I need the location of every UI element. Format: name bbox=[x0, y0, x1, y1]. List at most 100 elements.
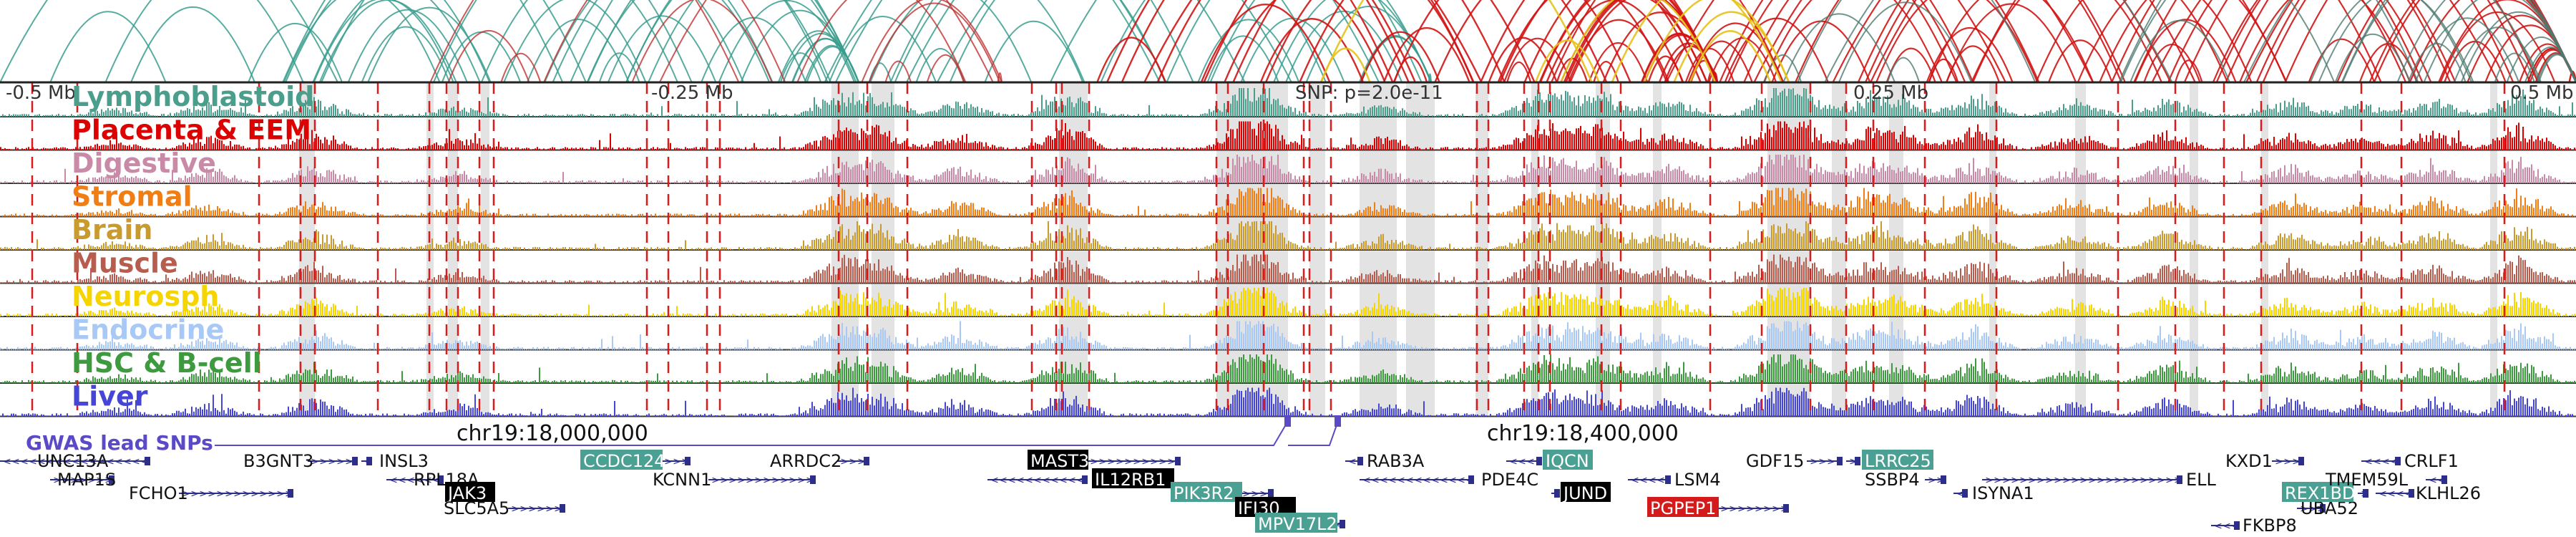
strand-arrow: > bbox=[1994, 475, 2002, 486]
strand-arrow: > bbox=[87, 475, 96, 486]
loop-arc bbox=[1838, 1, 1972, 83]
strand-arrow: > bbox=[1810, 456, 1818, 468]
track-label: Lymphoblastoid bbox=[72, 81, 314, 112]
gene-exon bbox=[109, 475, 114, 484]
gene-label: PGPEP1 bbox=[1650, 498, 1716, 518]
strand-arrow: < bbox=[54, 456, 63, 468]
loop-arc bbox=[586, 0, 771, 83]
strand-arrow: < bbox=[432, 475, 441, 486]
gene-exon bbox=[1340, 520, 1345, 528]
strand-arrow: < bbox=[97, 456, 106, 468]
loop-arc bbox=[0, 0, 338, 83]
loop-arc bbox=[2167, 0, 2407, 83]
loop-arc bbox=[779, 52, 822, 83]
loop-arc bbox=[544, 0, 744, 83]
loop-arc bbox=[2334, 33, 2411, 83]
loop-arc bbox=[889, 0, 1194, 83]
gene-exon bbox=[1357, 457, 1363, 465]
gene-exon bbox=[1855, 457, 1860, 465]
strand-arrow: > bbox=[673, 456, 681, 468]
signal-track-8 bbox=[0, 354, 2576, 383]
strand-arrow: < bbox=[1448, 475, 1457, 486]
strand-arrow: > bbox=[545, 503, 554, 515]
strand-arrow: < bbox=[398, 475, 406, 486]
loop-arc bbox=[718, 0, 856, 83]
strand-arrow: < bbox=[1348, 456, 1357, 468]
gene-exon bbox=[1962, 489, 1968, 498]
gene-highlight bbox=[1561, 482, 1611, 502]
gene-exon bbox=[1665, 475, 1671, 484]
gene-label: IL12RB1 bbox=[1095, 470, 1166, 490]
gene-exon bbox=[560, 504, 565, 513]
loop-arc bbox=[2308, 38, 2376, 83]
loop-arc bbox=[429, 0, 740, 83]
strand-arrow: < bbox=[1457, 475, 1465, 486]
gene-highlight bbox=[1647, 497, 1719, 517]
strand-arrow: > bbox=[190, 488, 199, 500]
loop-arc bbox=[1121, 0, 1410, 83]
strand-arrow: > bbox=[1116, 456, 1124, 468]
loop-arc bbox=[1320, 47, 1371, 83]
gene-exon bbox=[2409, 489, 2414, 498]
loop-arc bbox=[2439, 11, 2556, 83]
gene-exon bbox=[145, 457, 150, 465]
strand-arrow: > bbox=[276, 488, 285, 500]
gene-exon bbox=[1536, 457, 1542, 465]
strand-arrow: < bbox=[1380, 475, 1388, 486]
strand-arrow: > bbox=[1150, 456, 1158, 468]
gene-label: TMEM59L bbox=[2325, 470, 2409, 490]
strand-arrow: < bbox=[1042, 475, 1050, 486]
gene-label: ELL bbox=[2186, 470, 2217, 490]
strand-arrow: > bbox=[780, 475, 789, 486]
gene-exon bbox=[2234, 521, 2240, 530]
strand-arrow: > bbox=[2019, 475, 2028, 486]
loop-arc bbox=[1972, 0, 2162, 83]
strand-arrow: > bbox=[2088, 475, 2097, 486]
loop-arc bbox=[2341, 0, 2576, 83]
gene-exon bbox=[1783, 504, 1789, 513]
loop-arc bbox=[283, 0, 441, 83]
strand-arrow: > bbox=[2308, 503, 2317, 515]
strand-arrow: > bbox=[1928, 475, 1936, 486]
strand-arrow: > bbox=[1124, 456, 1133, 468]
gene-label: UNC13A bbox=[37, 451, 109, 471]
strand-arrow: > bbox=[1098, 456, 1107, 468]
coord-right: chr19:18,400,000 bbox=[1487, 421, 1679, 446]
track-label: Muscle bbox=[72, 248, 178, 279]
gene-label: SSBP4 bbox=[1865, 470, 1920, 490]
loop-arc bbox=[1382, 27, 1470, 83]
signal-track-7 bbox=[0, 321, 2576, 350]
loop-arc bbox=[607, 15, 717, 83]
gene-exon bbox=[366, 457, 372, 465]
strand-arrow: > bbox=[1763, 503, 1772, 515]
track-label: Neurosph bbox=[72, 281, 219, 312]
signal-track-5 bbox=[0, 254, 2576, 284]
strand-arrow: > bbox=[2045, 475, 2054, 486]
strand-arrow: > bbox=[311, 456, 319, 468]
strand-arrow: < bbox=[46, 456, 54, 468]
gene-exon bbox=[2441, 475, 2447, 484]
strand-arrow: < bbox=[1068, 475, 1076, 486]
strand-arrow: < bbox=[2364, 456, 2373, 468]
loop-arc bbox=[1762, 0, 1943, 83]
loop-arc bbox=[598, 52, 640, 83]
loop-arc bbox=[1200, 4, 1331, 83]
strand-arrow: < bbox=[1076, 475, 1085, 486]
gene-label: KCNN1 bbox=[653, 470, 711, 490]
loop-arc bbox=[1588, 42, 1649, 83]
loop-arc bbox=[1946, 3, 2077, 83]
strand-arrow: < bbox=[123, 456, 132, 468]
strand-arrow: > bbox=[1746, 503, 1755, 515]
strand-arrow: > bbox=[2105, 475, 2114, 486]
strand-arrow: > bbox=[2140, 475, 2148, 486]
loop-arc bbox=[1299, 0, 1536, 83]
gene-label: KLHL26 bbox=[2416, 483, 2481, 503]
strand-arrow: < bbox=[1334, 519, 1342, 531]
strand-arrow: > bbox=[1141, 456, 1150, 468]
gene-label: JAK3 bbox=[447, 483, 487, 503]
loop-arc bbox=[1319, 0, 1593, 83]
scale-mid-left: -0.25 Mb bbox=[651, 82, 733, 104]
gene-highlight bbox=[1092, 468, 1174, 488]
gene-exon bbox=[864, 457, 869, 465]
